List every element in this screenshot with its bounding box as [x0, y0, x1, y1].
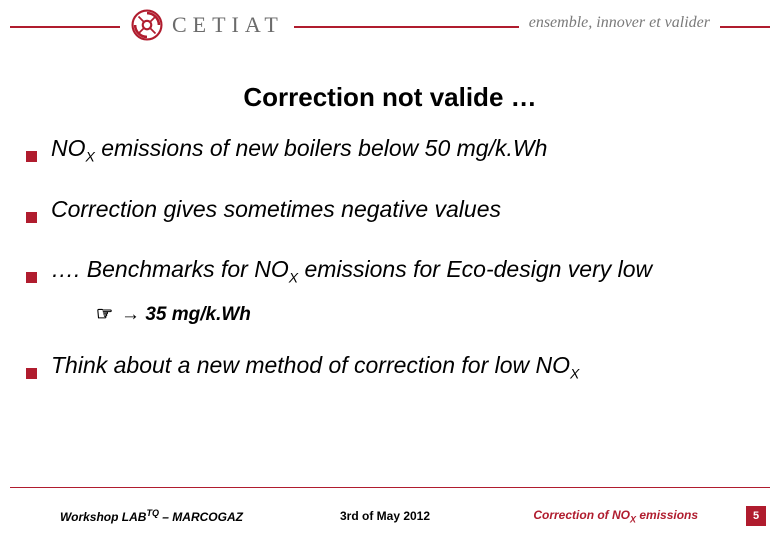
logo-text: CETIAT: [172, 12, 284, 38]
text: emissions of new boilers below 50 mg/k.W…: [95, 135, 548, 161]
tagline: ensemble, innover et valider: [519, 14, 720, 32]
header: CETIAT ensemble, innover et valider: [0, 0, 780, 52]
text: Correction of NO: [533, 508, 630, 522]
footer-left: Workshop LABTQ – MARCOGAZ: [60, 508, 277, 524]
text: 35 mg/k.Wh: [140, 304, 251, 325]
footer-rule: [10, 487, 770, 489]
footer: Workshop LABTQ – MARCOGAZ 3rd of May 201…: [0, 508, 780, 524]
logo-swirl-icon: [130, 8, 164, 42]
bullet-text: …. Benchmarks for NOX emissions for Eco-…: [51, 254, 652, 287]
text: Correction gives sometimes negative valu…: [51, 196, 501, 222]
sub-bullet-text: → 35 mg/k.Wh: [121, 304, 251, 326]
hand-icon: ☞: [96, 303, 113, 326]
content: NOX emissions of new boilers below 50 mg…: [0, 133, 780, 384]
subscript: X: [570, 366, 579, 382]
bullet-icon: [26, 272, 37, 283]
text: – MARCOGAZ: [159, 510, 243, 524]
text: …. Benchmarks for NO: [51, 256, 289, 282]
footer-right: Correction of NOX emissions: [493, 508, 750, 524]
slide-title: Correction not valide …: [0, 82, 780, 113]
text: Workshop LAB: [60, 510, 146, 524]
text: emissions: [636, 508, 698, 522]
bullet-item: Think about a new method of correction f…: [26, 350, 754, 383]
bullet-icon: [26, 151, 37, 162]
bullet-item: NOX emissions of new boilers below 50 mg…: [26, 133, 754, 166]
subscript: X: [86, 149, 95, 165]
page-number: 5: [746, 506, 766, 526]
bullet-icon: [26, 368, 37, 379]
arrow-icon: →: [121, 304, 140, 325]
subscript: X: [289, 269, 298, 285]
text: Think about a new method of correction f…: [51, 352, 570, 378]
bullet-text: Correction gives sometimes negative valu…: [51, 194, 501, 225]
bullet-text: NOX emissions of new boilers below 50 mg…: [51, 133, 547, 166]
logo: CETIAT: [120, 8, 294, 42]
bullet-item: Correction gives sometimes negative valu…: [26, 194, 754, 225]
bullet-text: Think about a new method of correction f…: [51, 350, 579, 383]
footer-date: 3rd of May 2012: [277, 509, 494, 523]
bullet-item: …. Benchmarks for NOX emissions for Eco-…: [26, 254, 754, 287]
text: NO: [51, 135, 86, 161]
sub-bullet: ☞ → 35 mg/k.Wh: [96, 303, 754, 326]
bullet-icon: [26, 212, 37, 223]
text: emissions for Eco-design very low: [298, 256, 652, 282]
superscript: TQ: [146, 508, 159, 518]
